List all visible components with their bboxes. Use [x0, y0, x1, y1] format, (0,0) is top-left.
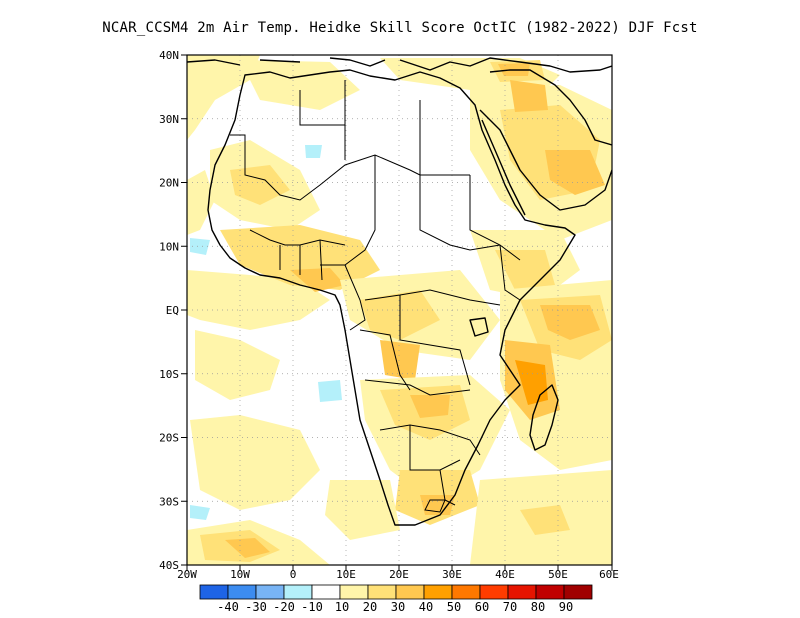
coastlines — [187, 57, 612, 526]
colorbar-box — [451, 584, 481, 600]
europe-coastline — [187, 57, 612, 73]
lat-label-20n: 20N — [159, 177, 179, 190]
lat-label-eq: EQ — [166, 304, 179, 317]
lat-label-20s: 20S — [159, 432, 179, 445]
lat-label-10s: 10S — [159, 368, 179, 381]
colorbar-label: 70 — [503, 600, 517, 614]
colorbar-box — [367, 584, 397, 600]
colorbar-box — [423, 584, 453, 600]
lon-label-20e: 20E — [389, 568, 409, 581]
colorbar-box — [479, 584, 509, 600]
colorbar-label: 80 — [531, 600, 545, 614]
colorbar-label: 60 — [475, 600, 489, 614]
skill-shading — [187, 55, 612, 565]
africa-coastline — [207, 69, 576, 526]
lat-label-30n: 30N — [159, 113, 179, 126]
map-plot-area — [187, 55, 612, 565]
lon-label-20w: 20W — [177, 568, 197, 581]
colorbar-box — [199, 584, 229, 600]
colorbar-box — [535, 584, 565, 600]
colorbar-box — [563, 584, 593, 600]
colorbar-label: 30 — [391, 600, 405, 614]
lon-label-0: 0 — [290, 568, 297, 581]
colorbar-label: 40 — [419, 600, 433, 614]
colorbar-label: 10 — [335, 600, 349, 614]
colorbar-label: -10 — [301, 600, 323, 614]
lat-label-40s: 40S — [159, 559, 179, 572]
lon-labels: 20W 10W 0 10E 20E 30E 40E 50E 60E — [177, 568, 619, 581]
arabia-coastline — [479, 69, 612, 211]
country-borders — [230, 80, 521, 513]
colorbar-label: -30 — [245, 600, 267, 614]
lat-labels: 40N 30N 20N 10N EQ 10S 20S 30S 40S — [159, 49, 179, 572]
lon-label-40e: 40E — [495, 568, 515, 581]
lon-label-50e: 50E — [548, 568, 568, 581]
lat-label-40n: 40N — [159, 49, 179, 62]
lon-label-10w: 10W — [230, 568, 250, 581]
red-sea-coastline — [481, 119, 526, 216]
lat-axis — [181, 54, 187, 566]
colorbar-box — [283, 584, 313, 600]
colorbar-boxes — [199, 584, 593, 600]
lon-label-60e: 60E — [599, 568, 619, 581]
colorbar-labels: -40 -30 -20 -10 10 20 30 40 50 60 70 80 … — [217, 600, 573, 614]
colorbar-label: 90 — [559, 600, 573, 614]
colorbar-box — [395, 584, 425, 600]
colorbar-label: 50 — [447, 600, 461, 614]
map-gridlines — [187, 55, 612, 565]
lat-label-10n: 10N — [159, 240, 179, 253]
lake-victoria — [469, 317, 489, 337]
colorbar-label: -40 — [217, 600, 239, 614]
lon-label-10e: 10E — [336, 568, 356, 581]
colorbar-box — [507, 584, 537, 600]
colorbar-label: 20 — [363, 600, 377, 614]
map-title: NCAR_CCSM4 2m Air Temp. Heidke Skill Sco… — [102, 20, 698, 36]
colorbar-box — [255, 584, 285, 600]
colorbar-label: -20 — [273, 600, 295, 614]
colorbar-box — [227, 584, 257, 600]
colorbar: -40 -30 -20 -10 10 20 30 40 50 60 70 80 … — [199, 584, 593, 614]
lat-label-30s: 30S — [159, 495, 179, 508]
colorbar-box — [311, 584, 341, 600]
madagascar-coastline — [529, 384, 559, 451]
lon-label-30e: 30E — [442, 568, 462, 581]
colorbar-box — [339, 584, 369, 600]
lon-axis — [186, 565, 613, 571]
